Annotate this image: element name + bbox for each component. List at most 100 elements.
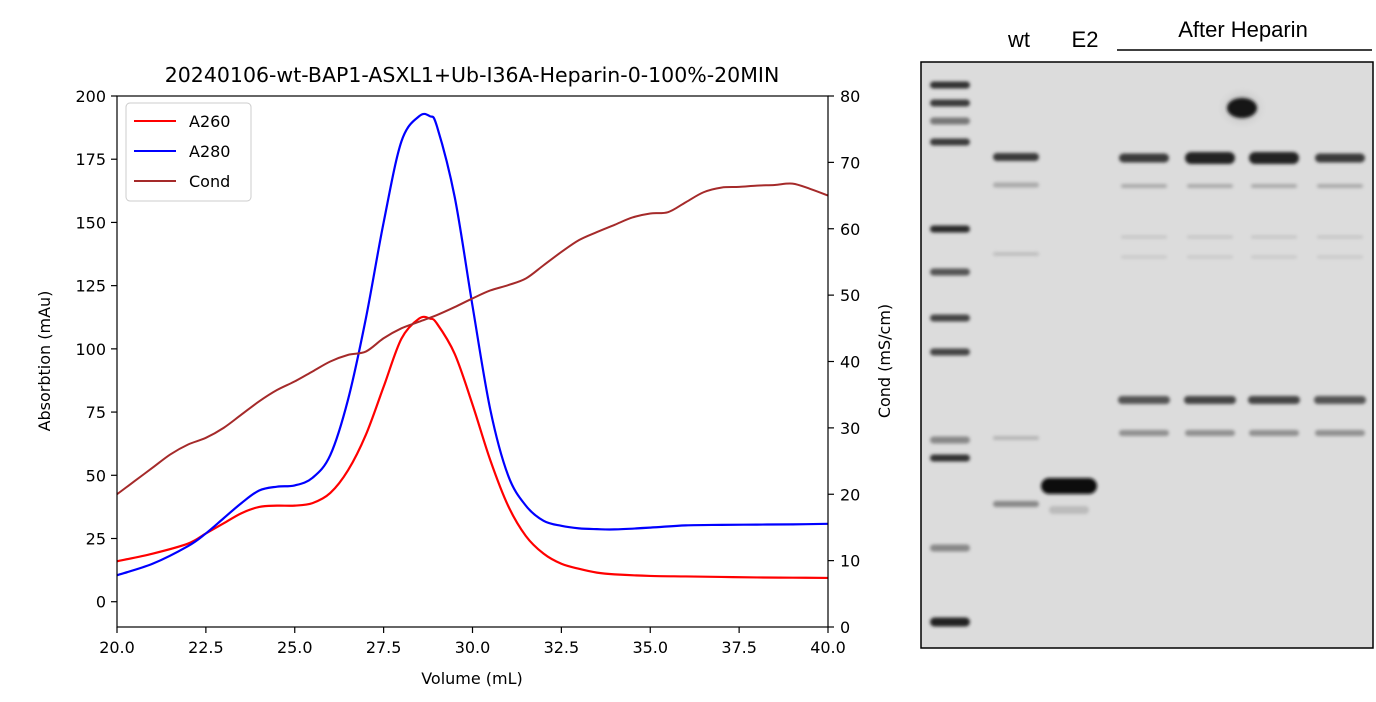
x-tick: 20.0 [99,627,135,657]
y-tick-label: 200 [75,87,106,106]
x-tick-label: 25.0 [277,638,313,657]
y-tick: 150 [75,213,117,232]
heparin-lane-band [1187,255,1233,259]
y-tick-label: 100 [75,340,106,359]
legend-label-a260: A260 [189,112,230,131]
ladder-band [930,81,970,89]
y-tick-label: 50 [86,466,106,485]
heparin-lane-band [1118,396,1170,404]
chart-title: 20240106-wt-BAP1-ASXL1+Ub-I36A-Heparin-0… [165,63,780,87]
legend-label-a280: A280 [189,142,230,161]
x-tick-label: 32.5 [544,638,580,657]
y2-tick-label: 70 [840,153,860,172]
gel-label-wt: wt [1007,27,1030,52]
y-ticks: 0 25 50 75 100 125 150 175 200 [75,87,117,612]
wt-lane-band [993,153,1039,161]
y2-tick-label: 20 [840,485,860,504]
y-tick: 125 [75,277,117,296]
x-tick-label: 37.5 [721,638,757,657]
heparin-lane-band [1121,255,1167,259]
heparin-lane-band [1249,430,1299,436]
ladder-band [930,544,970,552]
x-tick-label: 35.0 [632,638,668,657]
y2-tick: 70 [828,153,860,172]
heparin-lane-band [1248,396,1300,404]
legend: A260 A280 Cond [125,102,252,202]
y2-tick: 10 [828,552,860,571]
heparin-lane-band [1317,235,1363,239]
y2-tick-label: 50 [840,286,860,305]
gel-bands [930,81,1366,627]
heparin-lane-band [1317,184,1363,188]
y-tick-label: 175 [75,150,106,169]
y2-tick: 40 [828,353,860,372]
y-tick-label: 125 [75,277,106,296]
y-tick: 175 [75,150,117,169]
heparin-lane-band [1119,430,1169,436]
wt-lane-band [993,501,1039,507]
y-tick-label: 25 [86,530,106,549]
x-ticks: 20.0 22.5 25.0 27.5 30.0 32.5 35.0 37.5 40.0 [99,627,846,657]
heparin-lane-band [1119,153,1169,163]
e2-lane-band [1049,506,1089,514]
heparin-lane-band [1315,430,1365,436]
heparin-lane-band [1249,152,1299,164]
wt-lane-band [993,252,1039,256]
x-tick: 35.0 [632,627,668,657]
gel-label-after-heparin: After Heparin [1178,17,1308,42]
y-tick: 200 [75,87,117,106]
y2-tick-label: 40 [840,353,860,372]
y-tick-label: 75 [86,403,106,422]
y-tick: 75 [86,403,117,422]
series-line-a260 [116,315,829,580]
y2-tick-label: 30 [840,419,860,438]
heparin-lane-band [1251,255,1297,259]
x-tick: 30.0 [455,627,491,657]
wt-lane-band [993,182,1039,188]
y2-tick-label: 60 [840,220,860,239]
x-tick-label: 27.5 [366,638,402,657]
series-lines [116,112,829,580]
y-tick: 100 [75,340,117,359]
y2-tick: 20 [828,485,860,504]
x-tick-label: 40.0 [810,638,846,657]
y2-tick-label: 80 [840,87,860,106]
x-tick: 37.5 [721,627,757,657]
y-tick-label: 150 [75,213,106,232]
ladder-band [930,268,970,276]
heparin-lane-band [1187,184,1233,188]
heparin-lane-band [1251,184,1297,188]
y-tick: 25 [86,530,117,549]
legend-box [125,102,252,202]
ladder-band [930,436,970,444]
x-tick: 25.0 [277,627,313,657]
gel-artifact-spot [1227,98,1257,118]
ladder-band [930,225,970,233]
y-tick: 0 [96,593,117,612]
legend-label-cond: Cond [189,172,230,191]
gel-label-e2: E2 [1072,27,1099,52]
heparin-lane-band [1251,235,1297,239]
y2-tick: 30 [828,419,860,438]
x-tick: 32.5 [544,627,580,657]
chromatogram-chart: 20.0 22.5 25.0 27.5 30.0 32.5 35.0 37.5 40.0 0 25… [35,63,894,688]
ladder-band [930,117,970,125]
x-tick-label: 30.0 [455,638,491,657]
heparin-lane-band [1314,396,1366,404]
x-tick: 40.0 [810,627,846,657]
y2-tick: 60 [828,220,860,239]
y2-axis-label: Cond (mS/cm) [875,304,894,418]
ladder-band [930,314,970,322]
ladder-band [930,348,970,356]
ladder-band [930,138,970,146]
heparin-lane-band [1121,184,1167,188]
y2-tick: 50 [828,286,860,305]
wt-lane-band [993,436,1039,440]
y2-tick-label: 10 [840,552,860,571]
heparin-lane-band [1187,235,1233,239]
heparin-lane-band [1121,235,1167,239]
heparin-lane-band [1315,153,1365,163]
heparin-lane-band [1185,152,1235,164]
heparin-lane-band [1185,430,1235,436]
